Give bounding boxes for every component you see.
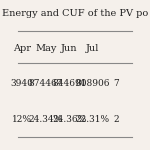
- Text: 24.34%: 24.34%: [28, 115, 63, 124]
- Text: 874467: 874467: [28, 79, 63, 88]
- Text: Jul: Jul: [86, 44, 99, 53]
- Text: Jun: Jun: [61, 44, 77, 53]
- Text: May: May: [35, 44, 56, 53]
- Text: 12%: 12%: [12, 115, 32, 124]
- Text: 808906: 808906: [75, 79, 110, 88]
- Text: 24.36%: 24.36%: [52, 115, 86, 124]
- Text: 844691: 844691: [52, 79, 86, 88]
- Text: 3940: 3940: [11, 79, 34, 88]
- Text: Apr: Apr: [13, 44, 31, 53]
- Text: 2: 2: [113, 115, 119, 124]
- Text: 22.31%: 22.31%: [75, 115, 110, 124]
- Text: 7: 7: [113, 79, 119, 88]
- Text: Energy and CUF of the PV po: Energy and CUF of the PV po: [2, 9, 148, 18]
